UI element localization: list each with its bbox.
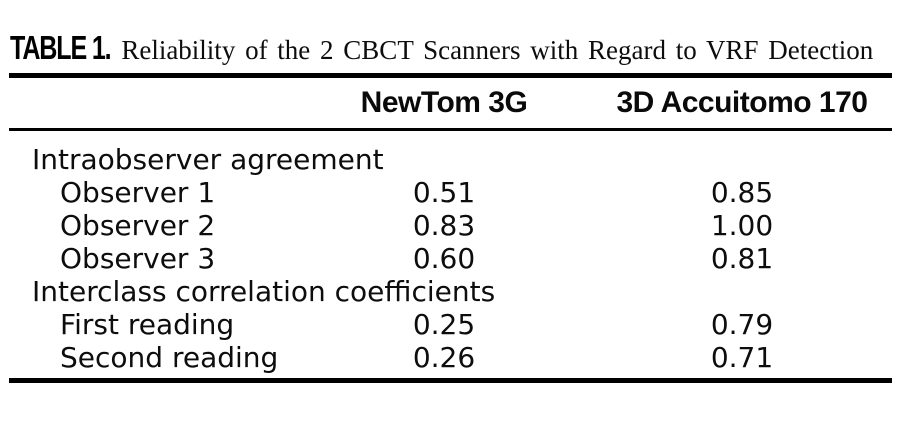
cell-newtom-value: 0.83 (412, 209, 476, 242)
section-row-intraobserver-agreement: Intraobserver agreement (9, 130, 892, 177)
table-caption: TABLE 1. Reliability of the 2 CBCT Scann… (10, 31, 873, 71)
cell-newtom-value: 0.60 (412, 242, 476, 275)
table-row-first-reading: First reading 0.25 0.79 (9, 308, 892, 341)
column-header-3d-accuitomo-170: 3D Accuitomo 170 (592, 75, 892, 131)
row-label: Second reading (60, 341, 279, 374)
row-label: Observer 1 (60, 176, 216, 209)
table-row-observer-3: Observer 3 0.60 0.81 (9, 242, 892, 275)
cell-accuitomo-value: 0.81 (710, 242, 774, 275)
table-row-observer-2: Observer 2 0.83 1.00 (9, 209, 892, 242)
reliability-table: NewTom 3G 3D Accuitomo 170 Intraobserver… (9, 73, 892, 383)
cell-newtom-value: 0.51 (412, 176, 476, 209)
row-label: Observer 3 (60, 242, 216, 275)
column-header-newtom-3g: NewTom 3G (296, 75, 592, 131)
cell-accuitomo-value: 0.85 (710, 176, 774, 209)
cell-accuitomo-value: 0.71 (710, 341, 774, 374)
section-label: Intraobserver agreement (32, 143, 384, 176)
section-label: Interclass correlation coefficients (32, 275, 496, 308)
row-label: First reading (60, 308, 235, 341)
column-header-empty (9, 75, 296, 131)
table-header-row: NewTom 3G 3D Accuitomo 170 (9, 75, 892, 131)
cell-newtom-value: 0.25 (412, 308, 476, 341)
cell-accuitomo-value: 0.79 (710, 308, 774, 341)
cell-newtom-value: 0.26 (412, 341, 476, 374)
section-row-interclass-correlation: Interclass correlation coefficients (9, 275, 892, 308)
table-caption-label: TABLE 1. (10, 29, 112, 66)
cell-accuitomo-value: 1.00 (710, 209, 774, 242)
row-label: Observer 2 (60, 209, 216, 242)
table-row-observer-1: Observer 1 0.51 0.85 (9, 176, 892, 209)
table-row-second-reading: Second reading 0.26 0.71 (9, 341, 892, 381)
table-caption-title: Reliability of the 2 CBCT Scanners with … (121, 35, 874, 65)
